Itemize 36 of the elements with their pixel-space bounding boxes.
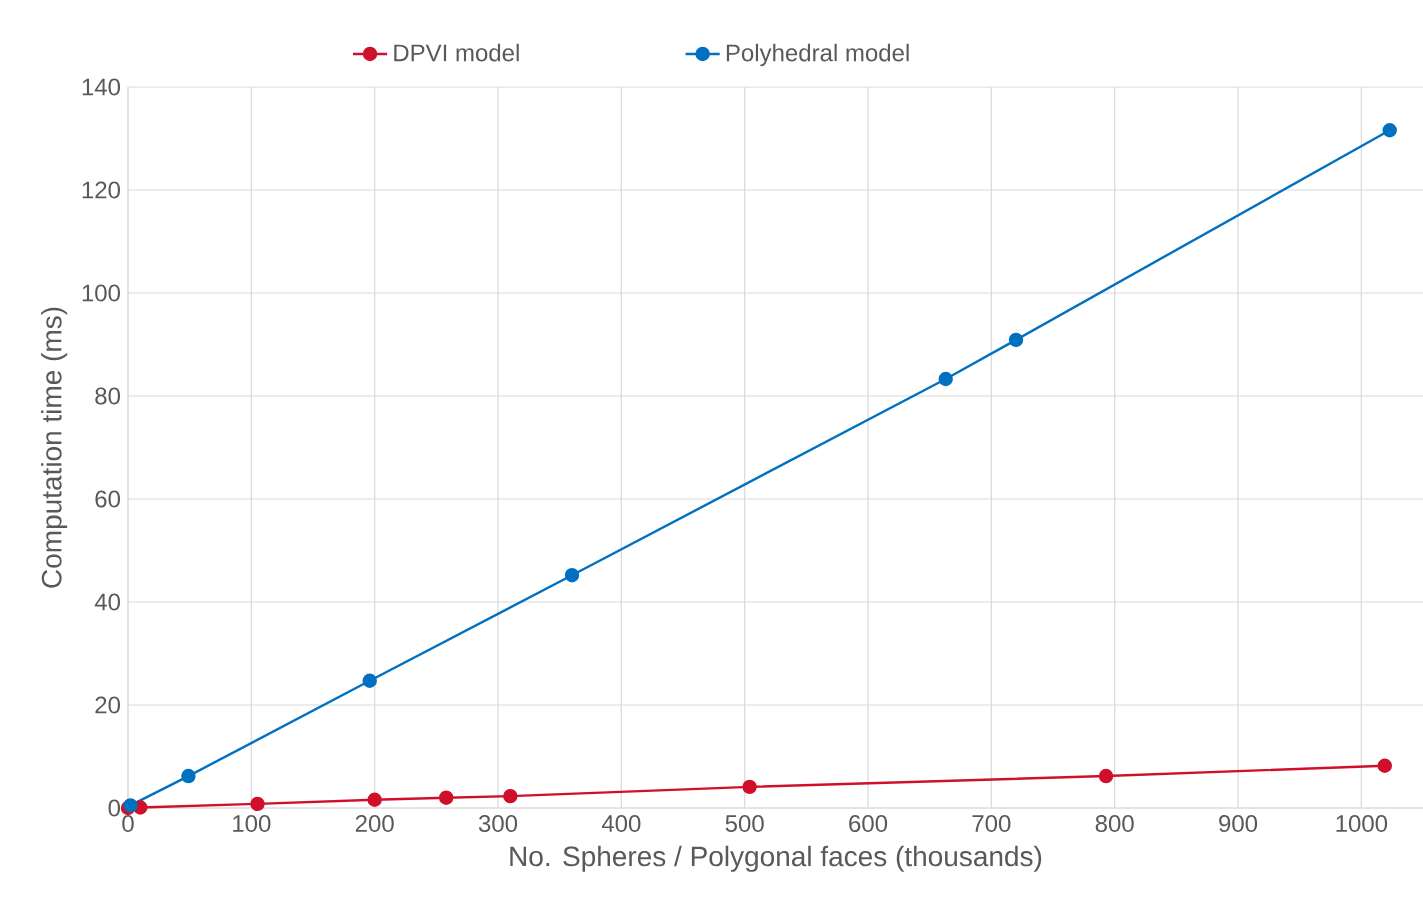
- x-tick-label: 400: [601, 815, 641, 833]
- x-tick-label: 100: [233, 815, 271, 833]
- x-tick-label: 300: [478, 815, 518, 833]
- y-tick-label: 140: [82, 78, 121, 96]
- point: [564, 568, 580, 583]
- point: [250, 796, 265, 812]
- x-tick-label: 800: [1095, 815, 1134, 833]
- point: [503, 788, 518, 804]
- point: [1098, 768, 1114, 784]
- point: [181, 768, 196, 784]
- point: [1377, 758, 1392, 773]
- y-tick-label: 0: [108, 799, 121, 817]
- point: [367, 792, 382, 807]
- y-tick-label: 20: [95, 696, 121, 714]
- y-tick-label: 120: [82, 181, 121, 199]
- legend-label: Polyhedral model: [726, 43, 909, 67]
- point: [439, 790, 454, 805]
- y-tick-label: 80: [95, 387, 121, 405]
- y-axis-title: Computation time (ms): [41, 307, 68, 588]
- point: [742, 779, 757, 795]
- point: [938, 371, 953, 387]
- x-tick-label: 200: [355, 815, 394, 833]
- point: [362, 673, 377, 688]
- point: [1382, 123, 1397, 138]
- legend-label: DPVI model: [394, 43, 519, 62]
- x-tick-label: 700: [972, 815, 1011, 833]
- y-tick-label: 60: [95, 490, 121, 508]
- x-tick-label: 600: [849, 815, 888, 833]
- y-tick-label: 100: [82, 284, 121, 302]
- x-axis-title: No. Spheres / Polygonal faces (thousands): [510, 845, 1042, 872]
- x-tick-label: 1000: [1336, 815, 1388, 833]
- x-tick-label: 0: [122, 815, 134, 833]
- y-tick-label: 40: [94, 593, 121, 611]
- x-tick-label: 500: [725, 815, 764, 833]
- x-tick-label: 900: [1219, 815, 1258, 833]
- point: [1008, 332, 1024, 348]
